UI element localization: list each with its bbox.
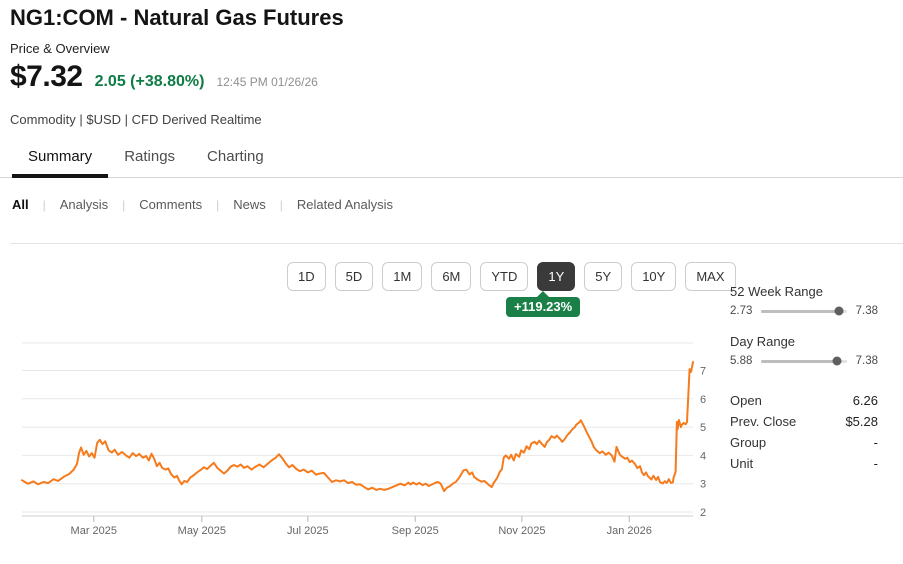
x-axis-label: May 2025 (178, 525, 226, 537)
page-subtitle: Price & Overview (10, 41, 110, 56)
stat-row-prev-close: Prev. Close $5.28 (730, 411, 878, 432)
price-change: 2.05 (+38.80%) (94, 73, 205, 90)
range-button-max[interactable]: MAX (685, 262, 736, 291)
range-button-1d[interactable]: 1D (287, 262, 326, 291)
subnav-separator: | (122, 197, 126, 212)
week-range-label: 52 Week Range (730, 284, 823, 299)
stat-value: $5.28 (845, 414, 878, 429)
y-axis-label: 2 (700, 507, 706, 519)
slider-marker-icon (834, 306, 844, 316)
price-chart[interactable]: 2 3 4 5 6 7 Mar 2025 May 2025 Jul 2025 Sep 2025 No… (0, 330, 903, 544)
period-change-value: +119.23% (514, 299, 573, 314)
price-chart-svg: 2 3 4 5 6 7 Mar 2025 May 2025 Jul 2025 Sep 2025 No… (21, 342, 706, 537)
stat-value: - (873, 435, 878, 450)
content-subnav: All | Analysis | Comments | News | Relat… (10, 197, 395, 212)
range-button-1m[interactable]: 1M (382, 262, 423, 291)
page-title: NG1:COM - Natural Gas Futures (10, 5, 344, 30)
subnav-item-related-analysis[interactable]: Related Analysis (296, 197, 394, 212)
current-price: $7.32 (10, 60, 83, 93)
stat-label: Group (730, 435, 767, 450)
stat-label: Open (730, 393, 762, 408)
y-axis-label: 3 (700, 479, 706, 491)
caret-up-icon (537, 291, 550, 297)
range-button-1y[interactable]: 1Y (537, 262, 576, 291)
day-range-label: Day Range (730, 334, 796, 349)
price-line (21, 361, 694, 493)
tab-ratings[interactable]: Ratings (124, 148, 176, 165)
subnav-item-analysis[interactable]: Analysis (59, 197, 109, 212)
subnav-separator: | (42, 197, 46, 212)
stat-value: 6.26 (852, 393, 878, 408)
subnav-item-comments[interactable]: Comments (139, 197, 203, 212)
y-axis-label: 7 (700, 366, 706, 378)
subnav-item-news[interactable]: News (233, 197, 266, 212)
stats-panel: 52 Week Range 2.73 7.38 Day Range 5.88 7… (730, 284, 878, 474)
range-button-6m[interactable]: 6M (431, 262, 472, 291)
subnav-separator: | (216, 197, 220, 212)
day-range-slider: 5.88 7.38 (730, 355, 878, 367)
x-axis-label: Mar 2025 (71, 525, 117, 537)
y-axis-label: 4 (700, 450, 706, 462)
stat-row-open: Open 6.26 (730, 390, 878, 411)
period-change-badge: +119.23% (506, 291, 581, 317)
week-range-high: 7.38 (855, 305, 878, 317)
week-range-slider: 2.73 7.38 (730, 305, 878, 317)
range-button-ytd[interactable]: YTD (480, 262, 529, 291)
week-range-low: 2.73 (730, 305, 753, 317)
range-button-5d[interactable]: 5D (334, 262, 374, 291)
time-range-selector: 1D 5D 1M 6M YTD 1Y 5Y 10Y MAX (287, 262, 736, 291)
week-range-fill (761, 309, 840, 313)
tab-summary[interactable]: Summary (12, 140, 109, 178)
day-range-low: 5.88 (730, 355, 753, 367)
subnav-item-all[interactable]: All (12, 197, 29, 212)
y-axis-label: 6 (700, 394, 706, 406)
tab-charting[interactable]: Charting (207, 148, 264, 165)
main-tabs: Summary Ratings Charting (0, 140, 903, 178)
range-button-5y[interactable]: 5Y (584, 262, 623, 291)
quote-timestamp: 12:45 PM 01/26/26 (216, 75, 318, 89)
range-button-10y[interactable]: 10Y (631, 262, 677, 291)
day-range-high: 7.38 (855, 355, 878, 367)
stat-value: - (873, 456, 878, 471)
section-divider (10, 243, 903, 244)
x-axis-label: Jul 2025 (287, 525, 329, 537)
slider-marker-icon (832, 356, 842, 366)
stat-row-unit: Unit - (730, 453, 878, 474)
day-range-fill (761, 359, 838, 363)
x-axis-label: Jan 2026 (607, 525, 652, 537)
stat-row-group: Group - (730, 432, 878, 453)
week-range-track (761, 306, 847, 316)
x-axis-label: Sep 2025 (392, 525, 439, 537)
stat-label: Prev. Close (730, 414, 797, 429)
price-row: $7.32 2.05 (+38.80%) 12:45 PM 01/26/26 (10, 60, 318, 94)
x-axis-label: Nov 2025 (498, 525, 545, 537)
instrument-meta: Commodity | $USD | CFD Derived Realtime (10, 112, 262, 127)
stat-label: Unit (730, 456, 754, 471)
y-axis-label: 5 (700, 422, 706, 434)
day-range-track (761, 356, 847, 366)
subnav-separator: | (279, 197, 283, 212)
